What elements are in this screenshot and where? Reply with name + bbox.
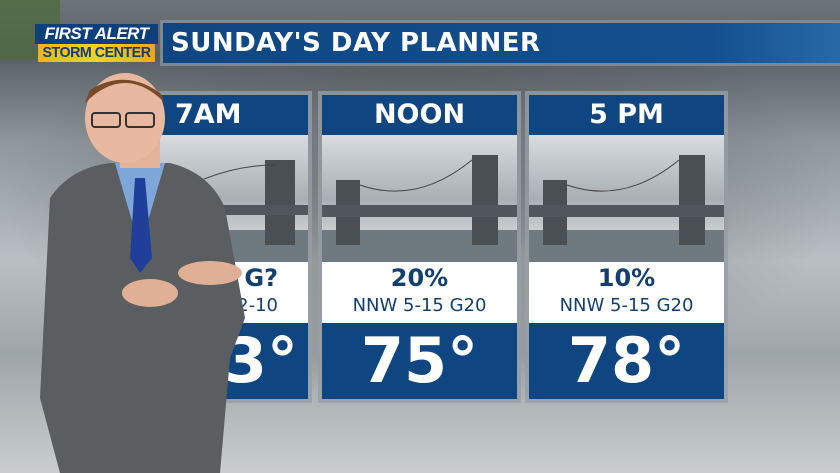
wind: NNW 5-15 G20 bbox=[559, 295, 694, 316]
panel-time: 5 PM bbox=[529, 95, 724, 135]
precip-chance: 20% bbox=[390, 264, 449, 292]
logo-line2: STORM CENTER bbox=[38, 44, 155, 62]
bridge-icon bbox=[529, 155, 724, 262]
page-title: SUNDAY'S DAY PLANNER bbox=[163, 23, 840, 63]
forecast-panel-noon: NOON 20% NNW 5-15 G20 75° bbox=[318, 91, 521, 403]
conditions-box: 10% NNW 5-15 G20 bbox=[529, 262, 724, 323]
temperature: 75° bbox=[322, 323, 517, 399]
wind: NNW 5-15 G20 bbox=[352, 295, 487, 316]
title-bar: SUNDAY'S DAY PLANNER bbox=[160, 20, 840, 66]
precip-chance: 10% bbox=[597, 264, 656, 292]
logo-line1: FIRST ALERT bbox=[35, 24, 158, 44]
bridge-icon bbox=[322, 155, 517, 262]
temperature: 78° bbox=[529, 323, 724, 399]
panel-time: NOON bbox=[322, 95, 517, 135]
precip-chance: G? bbox=[244, 264, 278, 292]
bridge-image bbox=[322, 135, 517, 262]
bridge-image bbox=[529, 135, 724, 262]
presenter bbox=[40, 73, 245, 473]
first-alert-logo: FIRST ALERT STORM CENTER bbox=[35, 24, 158, 62]
forecast-panel-7am: 7AM G? W 2-10 3° bbox=[151, 91, 312, 403]
forecast-panel-5pm: 5 PM 10% NNW 5-15 G20 78° bbox=[525, 91, 728, 403]
panel-time: 7AM bbox=[155, 95, 308, 135]
conditions-box: 20% NNW 5-15 G20 bbox=[322, 262, 517, 323]
